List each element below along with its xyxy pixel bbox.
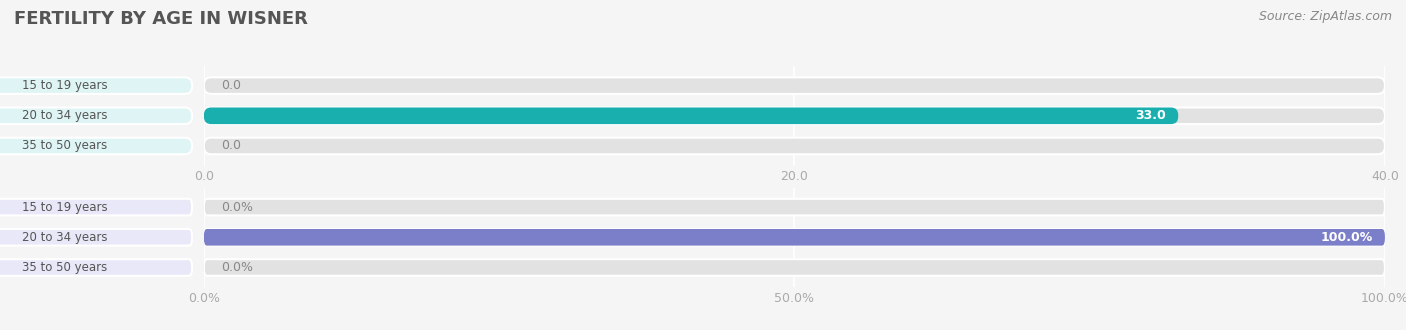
FancyBboxPatch shape <box>204 229 1385 246</box>
FancyBboxPatch shape <box>0 259 193 276</box>
FancyBboxPatch shape <box>204 138 1385 154</box>
Text: 0.0%: 0.0% <box>222 261 253 274</box>
Text: 33.0: 33.0 <box>1136 109 1167 122</box>
FancyBboxPatch shape <box>204 108 1385 124</box>
FancyBboxPatch shape <box>204 199 1385 215</box>
Text: Source: ZipAtlas.com: Source: ZipAtlas.com <box>1258 10 1392 23</box>
FancyBboxPatch shape <box>204 229 1385 246</box>
Text: 35 to 50 years: 35 to 50 years <box>22 261 108 274</box>
Text: 100.0%: 100.0% <box>1320 231 1374 244</box>
FancyBboxPatch shape <box>204 77 1385 94</box>
Text: 35 to 50 years: 35 to 50 years <box>22 140 108 152</box>
Text: 15 to 19 years: 15 to 19 years <box>22 201 108 214</box>
Text: 15 to 19 years: 15 to 19 years <box>22 79 108 92</box>
FancyBboxPatch shape <box>0 77 193 94</box>
FancyBboxPatch shape <box>0 138 193 154</box>
FancyBboxPatch shape <box>0 108 193 124</box>
FancyBboxPatch shape <box>0 229 193 246</box>
FancyBboxPatch shape <box>204 108 1178 124</box>
FancyBboxPatch shape <box>204 259 1385 276</box>
Text: 20 to 34 years: 20 to 34 years <box>22 231 108 244</box>
Text: 20 to 34 years: 20 to 34 years <box>22 109 108 122</box>
Text: 0.0: 0.0 <box>222 140 242 152</box>
FancyBboxPatch shape <box>0 199 193 215</box>
Text: FERTILITY BY AGE IN WISNER: FERTILITY BY AGE IN WISNER <box>14 10 308 28</box>
Text: 0.0%: 0.0% <box>222 201 253 214</box>
Text: 0.0: 0.0 <box>222 79 242 92</box>
